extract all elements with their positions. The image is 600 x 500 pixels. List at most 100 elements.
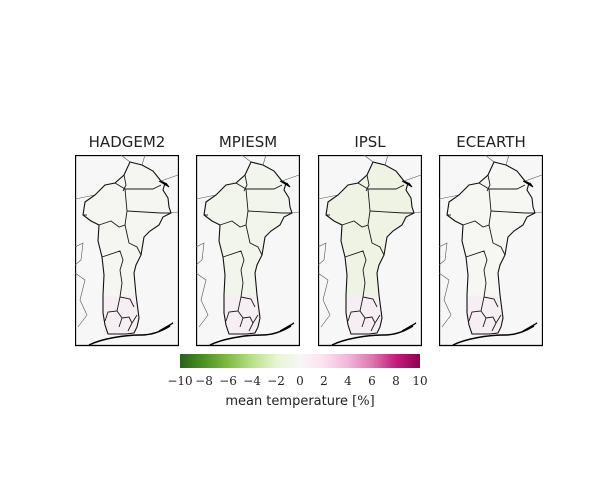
river-mark-north bbox=[279, 180, 291, 188]
neighbour-border bbox=[291, 211, 300, 214]
neighbour-border bbox=[363, 155, 374, 163]
department-border bbox=[468, 296, 485, 322]
colorbar-tick-label: 4 bbox=[344, 374, 352, 388]
lagoon-mark-south bbox=[401, 322, 417, 332]
department-border bbox=[368, 184, 405, 190]
department-border bbox=[131, 314, 138, 324]
neighbour-border bbox=[505, 155, 510, 166]
department-border bbox=[101, 250, 124, 298]
department-border bbox=[104, 296, 121, 322]
country-outline bbox=[446, 161, 536, 335]
colorbar-tick-label: −2 bbox=[267, 374, 285, 388]
department-border bbox=[122, 174, 127, 192]
panel-title: HADGEM2 bbox=[88, 133, 166, 151]
colorbar-tick-label: −4 bbox=[243, 374, 261, 388]
panel-title: IPSL bbox=[354, 133, 386, 151]
neighbour-border bbox=[318, 194, 339, 200]
colorbar-tick-label: 0 bbox=[296, 374, 304, 388]
department-border bbox=[362, 296, 378, 308]
department-border bbox=[495, 314, 502, 324]
department-border bbox=[119, 296, 135, 308]
coastline bbox=[331, 325, 414, 346]
country-fill bbox=[204, 162, 292, 334]
colorbar-gradient bbox=[180, 354, 420, 368]
country-outline bbox=[325, 161, 415, 335]
department-border bbox=[225, 296, 242, 322]
department-border bbox=[465, 250, 488, 298]
map-ipsl bbox=[318, 155, 422, 347]
map-hadgem2 bbox=[75, 155, 179, 347]
neighbour-border bbox=[281, 174, 300, 182]
department-border bbox=[364, 316, 376, 332]
neighbour-border bbox=[196, 194, 217, 200]
south-region-fill bbox=[346, 295, 382, 334]
colorbar-tick-label: 2 bbox=[320, 374, 328, 388]
lagoon-mark-south bbox=[279, 322, 295, 332]
country-fill bbox=[83, 162, 171, 334]
south-region-fill bbox=[103, 295, 139, 334]
department-border bbox=[222, 250, 245, 298]
colorbar-tick-label: 8 bbox=[392, 374, 400, 388]
department-border bbox=[124, 224, 142, 256]
department-border bbox=[374, 314, 381, 324]
river-mark-north bbox=[522, 180, 534, 188]
colorbar-label-text: mean temperature bbox=[225, 394, 353, 409]
panel-title: MPIESM bbox=[218, 133, 278, 151]
panel-title: ECEARTH bbox=[456, 133, 526, 151]
river-mark-north bbox=[401, 180, 413, 188]
neighbour-border bbox=[439, 242, 448, 266]
south-region-fill bbox=[467, 295, 503, 334]
colorbar bbox=[180, 354, 420, 368]
department-border bbox=[365, 174, 370, 192]
department-border bbox=[489, 184, 526, 190]
department-border bbox=[245, 224, 263, 256]
department-border bbox=[125, 184, 162, 190]
department-border bbox=[347, 296, 364, 322]
neighbour-border bbox=[484, 155, 495, 163]
neighbour-border bbox=[196, 242, 205, 266]
country-outline bbox=[203, 161, 293, 335]
coastline bbox=[452, 325, 535, 346]
neighbour-border bbox=[120, 155, 131, 163]
coastline bbox=[88, 325, 171, 346]
neighbour-border bbox=[413, 211, 422, 214]
neighbour-border bbox=[318, 242, 327, 266]
river-mark-north bbox=[158, 180, 170, 188]
neighbour-border bbox=[160, 174, 179, 182]
colorbar-tick-label: −6 bbox=[219, 374, 237, 388]
neighbour-border bbox=[318, 272, 331, 328]
department-border bbox=[488, 224, 506, 256]
lagoon-mark-south bbox=[522, 322, 538, 332]
south-region-fill bbox=[224, 295, 260, 334]
neighbour-border bbox=[241, 155, 252, 163]
colorbar-tick-label: −8 bbox=[195, 374, 213, 388]
neighbour-border bbox=[403, 174, 422, 182]
department-border bbox=[486, 174, 491, 192]
colorbar-tick-label: 10 bbox=[412, 374, 428, 388]
colorbar-label-unit: [%] bbox=[352, 394, 375, 409]
colorbar-label: mean temperature [%] bbox=[150, 393, 450, 411]
country-outline bbox=[82, 161, 172, 335]
department-border bbox=[485, 316, 497, 332]
department-border bbox=[240, 296, 256, 308]
neighbour-border bbox=[439, 272, 452, 328]
neighbour-border bbox=[384, 155, 389, 166]
department-border bbox=[490, 210, 535, 214]
colorbar-tick-label: −10 bbox=[167, 374, 193, 388]
neighbour-border bbox=[141, 155, 146, 166]
department-border bbox=[247, 210, 292, 214]
neighbour-border bbox=[524, 174, 543, 182]
department-border bbox=[369, 210, 414, 214]
country-fill bbox=[447, 162, 535, 334]
department-border bbox=[121, 316, 133, 332]
neighbour-border bbox=[170, 211, 179, 214]
lagoon-mark-south bbox=[158, 322, 174, 332]
colorbar-tick-label: 6 bbox=[368, 374, 376, 388]
department-border bbox=[483, 296, 499, 308]
department-border bbox=[243, 174, 248, 192]
coastline bbox=[209, 325, 292, 346]
map-mpiesm bbox=[196, 155, 300, 347]
neighbour-border bbox=[534, 211, 543, 214]
neighbour-border bbox=[75, 242, 84, 266]
neighbour-border bbox=[75, 272, 88, 328]
